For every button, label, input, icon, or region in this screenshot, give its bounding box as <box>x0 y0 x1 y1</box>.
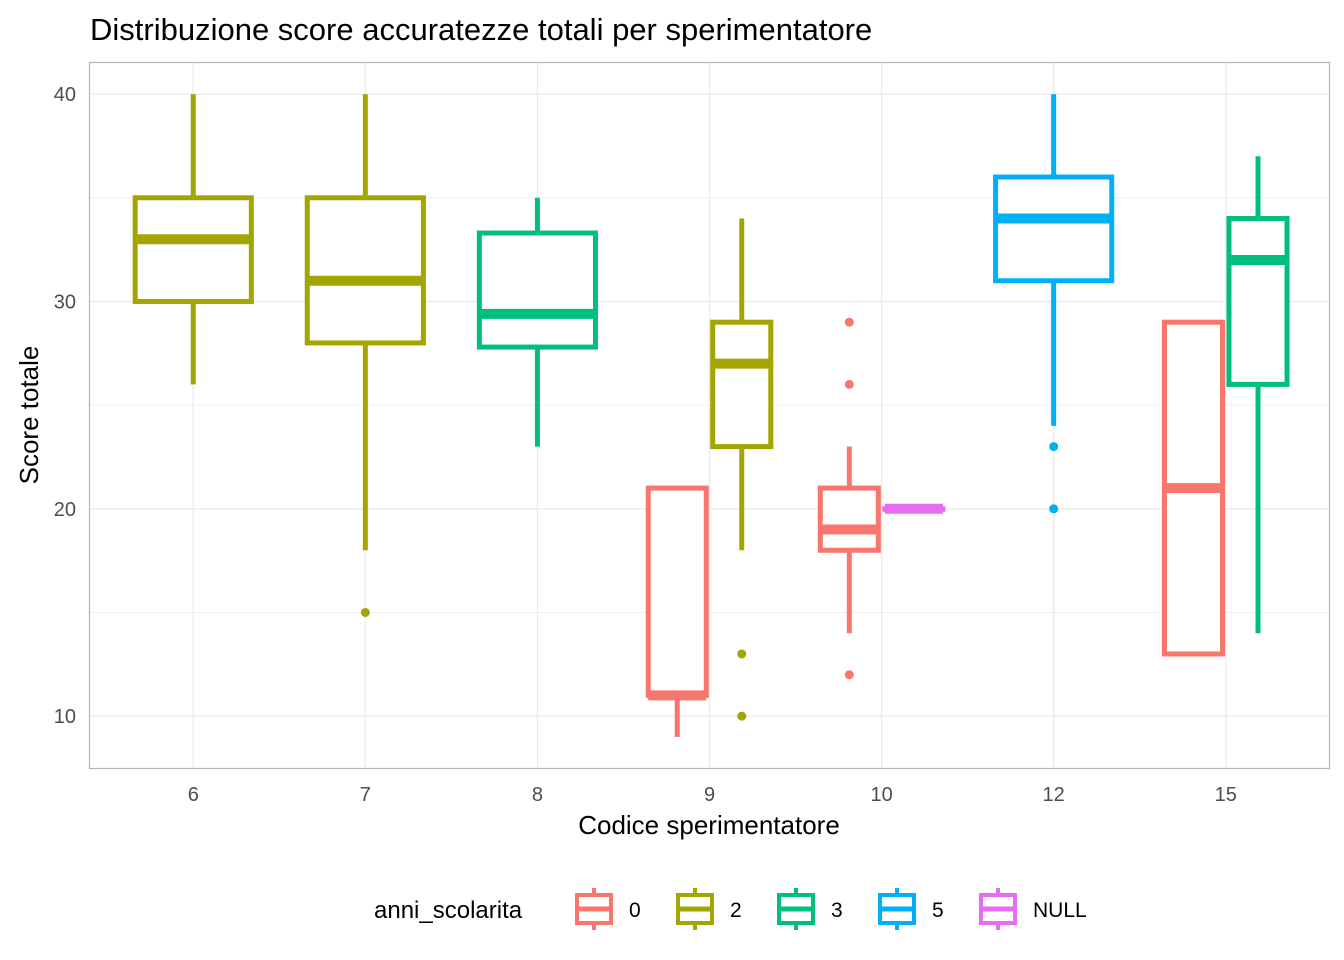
x-tick-label: 15 <box>1215 784 1237 806</box>
outlier-point <box>1049 442 1059 452</box>
box-body <box>817 485 881 553</box>
legend-label: 3 <box>831 899 843 922</box>
x-tick-label: 6 <box>188 784 199 806</box>
box-body <box>132 195 254 304</box>
plot-panel-border <box>88 61 1331 770</box>
box-body <box>1226 216 1290 387</box>
outlier-point <box>360 607 370 617</box>
outlier-point <box>1049 504 1059 514</box>
legend-item-2: 2 <box>676 888 742 930</box>
box-9-2 <box>710 218 774 721</box>
box-body <box>710 319 774 450</box>
outlier-point <box>737 711 747 721</box>
box-10-NULL <box>882 503 946 514</box>
legend-label: 5 <box>932 899 944 922</box>
x-tick-label: 10 <box>870 784 892 806</box>
boxes-layer <box>132 94 1290 737</box>
box-body <box>476 230 598 350</box>
y-axis-title: Score totale <box>14 346 44 485</box>
grid-lines <box>90 63 1329 768</box>
x-tick-label: 7 <box>360 784 371 806</box>
box-9-0 <box>645 485 709 737</box>
x-tick-label: 9 <box>704 784 715 806</box>
legend-label: 2 <box>730 899 742 922</box>
x-axis-title: Codice sperimentatore <box>578 810 840 840</box>
x-tick-label: 8 <box>532 784 543 806</box>
legend-item-0: 0 <box>575 888 641 930</box>
legend-item-5: 5 <box>878 888 944 930</box>
legend-label: 0 <box>629 899 641 922</box>
box-10-0 <box>817 317 881 680</box>
outlier-point <box>844 379 854 389</box>
y-tick-label: 20 <box>54 499 76 521</box>
legend: anni_scolarita 0 2 3 5 NULL <box>374 888 1087 930</box>
box-7-2 <box>304 94 426 617</box>
box-body <box>304 195 426 346</box>
box-6-2 <box>132 94 254 385</box>
y-tick-label: 10 <box>54 706 76 728</box>
legend-label: NULL <box>1033 899 1087 922</box>
outlier-point <box>844 317 854 327</box>
box-15-0 <box>1161 319 1226 657</box>
x-tick-label: 12 <box>1043 784 1065 806</box>
box-8-3 <box>476 197 598 447</box>
box-15-3 <box>1226 156 1290 634</box>
legend-title: anni_scolarita <box>374 897 523 924</box>
legend-item-3: 3 <box>777 888 843 930</box>
y-tick-label: 30 <box>54 291 76 313</box>
y-tick-label: 40 <box>54 84 76 106</box>
box-12-5 <box>993 94 1115 514</box>
tick-labels: 10 20 30 40 6 7 8 9 10 12 15 <box>54 84 1237 806</box>
chart-title: Distribuzione score accuratezze totali p… <box>90 12 872 47</box>
outlier-point <box>737 649 747 659</box>
legend-item-null: NULL <box>979 888 1087 930</box>
outlier-point <box>844 670 854 680</box>
box-body <box>993 174 1115 284</box>
box-body <box>645 485 709 698</box>
